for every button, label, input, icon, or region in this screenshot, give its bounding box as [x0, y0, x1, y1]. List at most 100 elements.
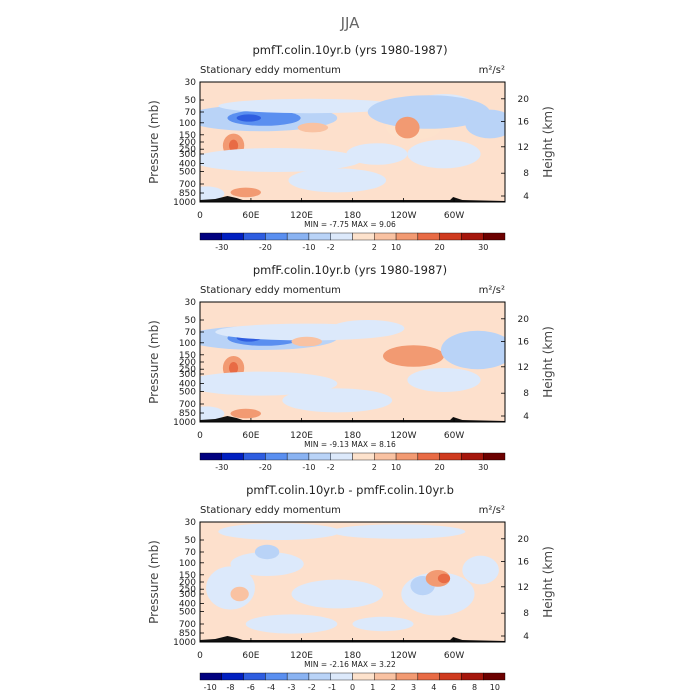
panels: pmfT.colin.10yr.b (yrs 1980-1987) Station… — [147, 43, 555, 692]
colorbar-swatch — [330, 452, 353, 461]
colorbar-label: 4 — [431, 683, 436, 692]
colorbar-label: 30 — [478, 243, 488, 252]
contour-region — [367, 95, 490, 129]
colorbar-swatch — [461, 672, 484, 681]
colorbar-label: -10 — [302, 463, 315, 472]
colorbar-swatch — [286, 232, 310, 241]
colorbar-swatch — [286, 452, 310, 461]
units-label: m²/s² — [479, 505, 505, 516]
contour-region — [462, 555, 499, 585]
y-tick-label: 150 — [179, 351, 196, 361]
y-tick-label: 250 — [179, 145, 196, 155]
y-tick-label: 70 — [185, 108, 197, 118]
colorbar-swatch — [330, 672, 353, 681]
y-tick-label: 70 — [185, 328, 197, 338]
y-tick-label: 400 — [179, 600, 196, 610]
colorbar-label: 0 — [350, 683, 355, 692]
contour-region — [288, 168, 387, 193]
y-tick-label: 850 — [179, 409, 196, 419]
y-axis-label: Pressure (mb) — [147, 540, 161, 624]
panel-subtitle: Stationary eddy momentum — [200, 65, 341, 76]
contour-region — [383, 345, 444, 367]
colorbar-swatch — [374, 452, 397, 461]
contour-region — [331, 320, 405, 337]
y-tick-label: 50 — [185, 96, 197, 106]
contour-region — [245, 614, 338, 634]
colorbar-label: 2 — [372, 463, 377, 472]
contour-region — [297, 122, 329, 133]
contour-region — [218, 523, 341, 540]
colorbar-swatch — [308, 232, 331, 241]
y-tick-label: 500 — [179, 607, 196, 617]
colorbar-swatch — [352, 232, 375, 241]
colorbar-swatch — [352, 672, 375, 681]
contour-region — [254, 544, 280, 560]
colorbar-label: 3 — [411, 683, 416, 692]
y-tick-label: 400 — [179, 380, 196, 390]
y-tick-label: 200 — [179, 358, 196, 368]
colorbar-swatch — [395, 452, 419, 461]
x-tick-label: 60W — [444, 431, 464, 441]
y-tick-label: 30 — [185, 298, 197, 308]
colorbar-label: -3 — [288, 683, 296, 692]
contour-region — [465, 109, 505, 139]
y2-axis-label: Height (km) — [541, 546, 555, 617]
y2-tick-label: 20 — [518, 315, 530, 325]
contour-region — [236, 114, 261, 122]
contour-region — [206, 566, 255, 610]
y-tick-label: 1000 — [173, 418, 196, 428]
y-tick-label: 700 — [179, 620, 196, 630]
y2-tick-label: 12 — [518, 363, 529, 373]
contour-region — [227, 110, 301, 126]
colorbar-label: 10 — [490, 683, 500, 692]
colorbar-swatch — [221, 452, 244, 461]
field-contours — [200, 94, 505, 202]
colorbar-label: 6 — [452, 683, 457, 692]
y-tick-label: 300 — [179, 370, 196, 380]
contour-region — [282, 388, 393, 413]
y-tick-label: 1000 — [173, 638, 196, 648]
colorbar-swatch — [308, 452, 331, 461]
colorbar-swatch — [221, 232, 244, 241]
panel-subtitle: Stationary eddy momentum — [200, 285, 341, 296]
colorbar-swatch — [199, 452, 222, 461]
colorbar-swatch — [439, 452, 462, 461]
contour-region — [291, 336, 322, 347]
colorbar-label: 30 — [478, 463, 488, 472]
x-tick-label: 120E — [290, 211, 313, 221]
y-tick-label: 700 — [179, 400, 196, 410]
contour-region — [200, 186, 225, 201]
y2-tick-label: 16 — [518, 338, 530, 348]
min-max-readout: MIN = -9.13 MAX = 8.16 — [304, 440, 396, 449]
topography — [200, 196, 505, 202]
colorbar-swatch — [417, 232, 440, 241]
colorbar-swatch — [243, 672, 266, 681]
contour-region — [352, 616, 414, 632]
colorbar-swatch — [483, 452, 506, 461]
y2-tick-label: 12 — [518, 143, 529, 153]
x-tick-label: 60W — [444, 211, 464, 221]
colorbar-swatch — [265, 232, 288, 241]
panel-title: pmfT.colin.10yr.b - pmfF.colin.10yr.b — [246, 483, 454, 497]
contour-region — [346, 143, 408, 165]
colorbar-swatch — [243, 452, 266, 461]
colorbar-swatch — [461, 452, 484, 461]
colorbar-label: -10 — [302, 243, 315, 252]
min-max-readout: MIN = -7.75 MAX = 9.06 — [304, 220, 396, 229]
colorbar-swatch — [286, 672, 310, 681]
contour-region — [291, 579, 383, 609]
contour-region — [228, 362, 239, 374]
colorbar-label: 20 — [435, 243, 445, 252]
contour-region — [437, 573, 451, 584]
y-tick-label: 100 — [179, 119, 196, 129]
y-axis-label: Pressure (mb) — [147, 100, 161, 184]
colorbar-swatch — [439, 672, 462, 681]
x-tick-label: 60E — [242, 651, 259, 661]
y-tick-label: 50 — [185, 536, 197, 546]
y-tick-label: 500 — [179, 167, 196, 177]
colorbar-label: -20 — [259, 463, 272, 472]
x-tick-label: 120W — [390, 211, 416, 221]
colorbar-label: 10 — [391, 463, 401, 472]
contour-region — [440, 330, 505, 370]
colorbar-swatch — [243, 232, 266, 241]
